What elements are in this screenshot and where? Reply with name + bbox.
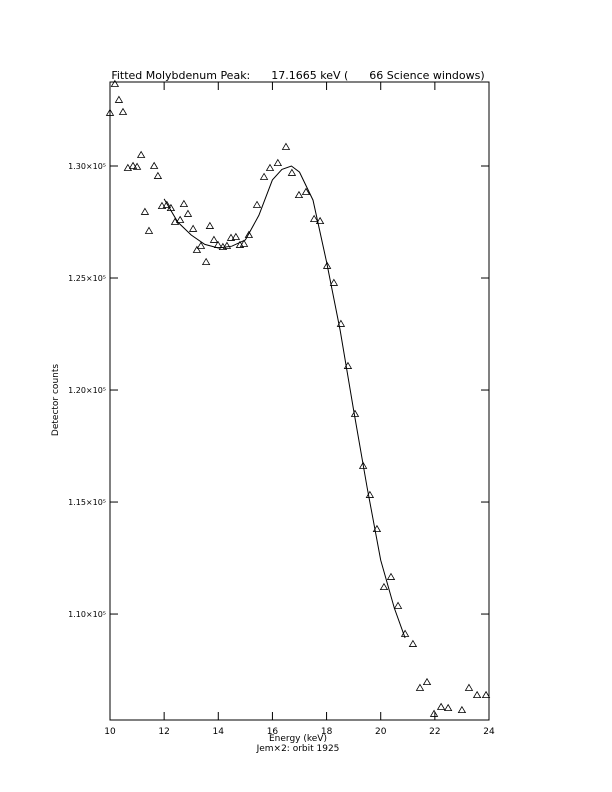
data-point: [415, 683, 425, 691]
data-point: [209, 235, 219, 243]
data-point: [123, 163, 133, 171]
data-point: [252, 200, 262, 208]
data-point: [192, 245, 202, 253]
data-point: [128, 161, 138, 169]
data-point: [287, 168, 297, 176]
data-point: [205, 221, 215, 229]
chart-title: Fitted Molybdenum Peak: 17.1665 keV ( 66…: [111, 69, 484, 82]
data-point: [239, 239, 249, 247]
data-point: [343, 361, 353, 369]
y-axis-label: Detector counts: [51, 364, 61, 436]
x-tick-label: 18: [321, 727, 333, 737]
data-point: [213, 240, 223, 248]
data-point: [226, 233, 236, 241]
data-point: [481, 690, 491, 699]
data-point: [422, 677, 432, 686]
y-tick-label: 1.25×10⁵: [68, 274, 106, 283]
data-point: [162, 200, 172, 208]
data-point: [153, 171, 163, 179]
x-tick-label: 20: [375, 727, 387, 737]
data-point: [273, 158, 283, 166]
data-point: [372, 524, 382, 533]
data-point: [350, 409, 360, 417]
data-point: [379, 582, 389, 591]
data-point: [265, 163, 275, 171]
data-point: [110, 79, 120, 87]
data-point: [201, 257, 211, 266]
data-point: [329, 278, 339, 286]
data-point: [188, 224, 198, 232]
data-point: [118, 107, 128, 115]
data-point: [183, 209, 193, 217]
subtitle: Jem×2: orbit 1925: [256, 744, 340, 754]
data-point: [179, 199, 189, 207]
data-point: [281, 142, 291, 150]
data-point: [114, 95, 124, 103]
data-point: [315, 216, 325, 225]
data-point: [301, 187, 311, 195]
data-point: [105, 108, 115, 116]
data-point: [175, 215, 185, 223]
data-point: [149, 161, 159, 169]
y-tick-label: 1.20×10⁵: [68, 386, 106, 395]
data-point: [443, 703, 453, 712]
data-point: [365, 490, 375, 498]
data-point: [472, 690, 482, 699]
data-point: [408, 639, 418, 647]
data-point: [436, 702, 446, 710]
data-point: [157, 201, 167, 210]
x-tick-label: 22: [429, 727, 440, 737]
data-point: [294, 190, 304, 199]
plot-frame: [109, 81, 490, 721]
data-point: [358, 461, 368, 469]
data-point: [393, 601, 403, 609]
data-point: [400, 629, 410, 637]
y-tick-label: 1.30×10⁵: [68, 162, 106, 171]
data-point: [322, 261, 332, 269]
x-tick-label: 16: [267, 727, 279, 737]
data-point: [336, 319, 346, 327]
x-tick-label: 10: [104, 727, 116, 737]
x-axis-label: Energy (keV): [269, 734, 327, 744]
data-point: [222, 241, 232, 249]
data-point: [244, 230, 254, 238]
fit-line: [163, 165, 406, 639]
x-tick-label: 12: [158, 727, 169, 737]
data-point: [386, 572, 396, 580]
data-point: [144, 226, 154, 234]
data-point: [132, 162, 142, 170]
data-point: [170, 217, 180, 225]
x-tick-label: 24: [483, 727, 495, 737]
data-point: [136, 150, 146, 158]
data-point: [140, 207, 150, 215]
data-point: [457, 705, 467, 714]
data-point: [166, 203, 176, 212]
data-point: [231, 232, 241, 240]
data-point: [259, 172, 269, 180]
y-tick-label: 1.10×10⁵: [68, 610, 106, 619]
data-point: [464, 683, 474, 691]
x-tick-label: 14: [213, 727, 225, 737]
data-point: [196, 241, 206, 249]
data-point: [309, 214, 319, 222]
y-tick-label: 1.15×10⁵: [68, 498, 106, 507]
data-point: [429, 709, 439, 717]
